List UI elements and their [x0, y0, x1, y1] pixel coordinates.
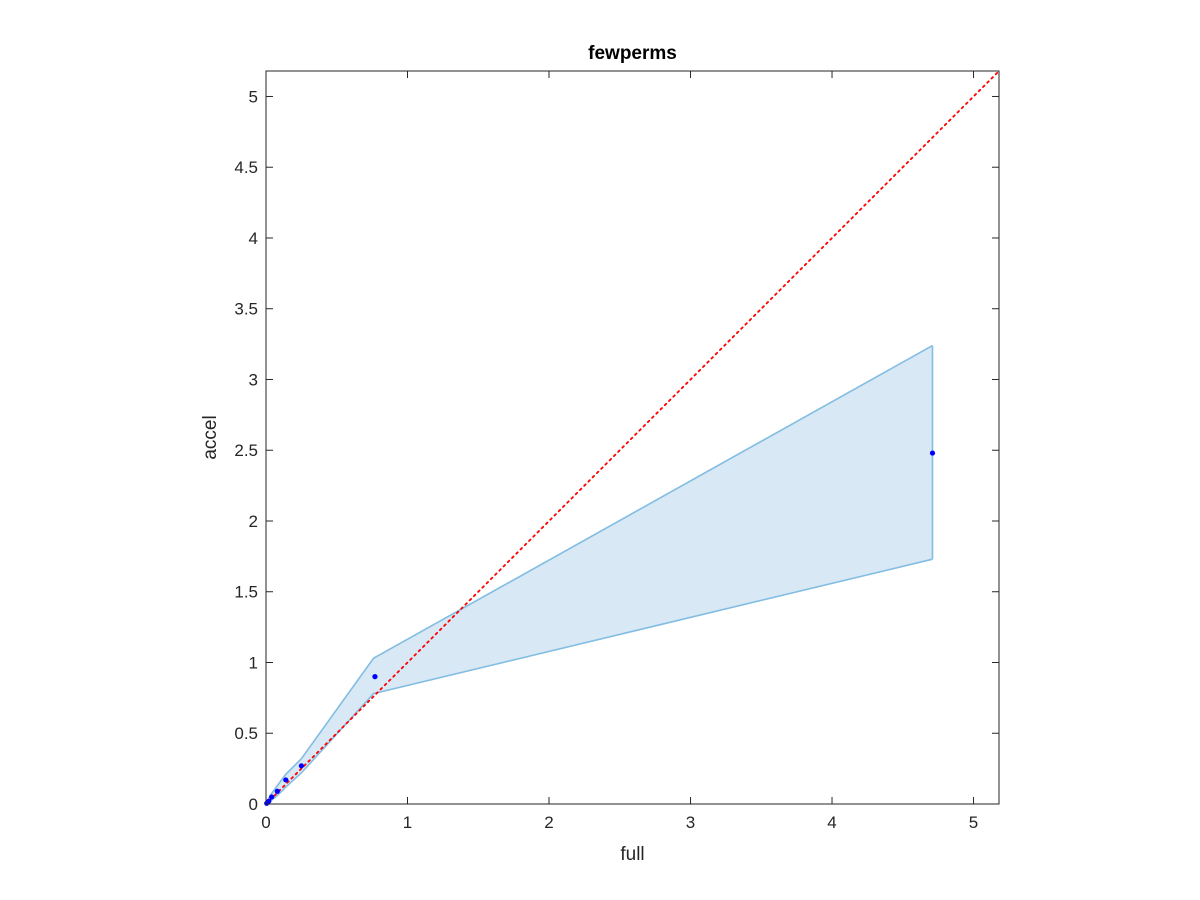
x-tick-label: 5 — [969, 813, 978, 832]
x-tick-label: 1 — [403, 813, 412, 832]
y-tick-label: 0.5 — [234, 724, 258, 743]
x-tick-label: 4 — [827, 813, 836, 832]
y-ticks: 0 0.5 1 1.5 2 2.5 3 3.5 4 4.5 5 — [234, 87, 999, 814]
data-point — [372, 674, 378, 680]
y-tick-label: 1.5 — [234, 583, 258, 602]
chart-title: fewperms — [588, 43, 677, 64]
data-point — [929, 450, 936, 456]
y-tick-label: 4.5 — [234, 158, 258, 177]
data-point — [269, 794, 275, 800]
x-tick-label: 2 — [544, 813, 553, 832]
band-layer — [265, 344, 934, 805]
y-tick-label: 5 — [249, 87, 258, 106]
x-tick-label: 0 — [261, 813, 270, 832]
data-point — [283, 777, 289, 783]
x-tick-label: 3 — [686, 813, 695, 832]
y-axis-label: accel — [200, 415, 221, 459]
data-point — [274, 788, 280, 794]
y-tick-label: 3 — [249, 370, 258, 389]
data-point — [266, 798, 272, 804]
y-tick-label: 0 — [249, 795, 258, 814]
confidence-band-fill — [266, 345, 933, 804]
data-point — [298, 763, 304, 769]
identity-reference-line — [265, 70, 1000, 805]
x-ticks: 0 1 2 3 4 5 — [261, 71, 978, 832]
y-tick-label: 2 — [249, 512, 258, 531]
x-axis-label: full — [620, 844, 644, 865]
y-tick-label: 1 — [249, 653, 258, 672]
axes-box — [265, 70, 1000, 805]
y-tick-label: 4 — [249, 229, 258, 248]
y-tick-label: 3.5 — [234, 300, 258, 319]
data-points — [264, 450, 936, 806]
y-tick-label: 2.5 — [234, 441, 258, 460]
